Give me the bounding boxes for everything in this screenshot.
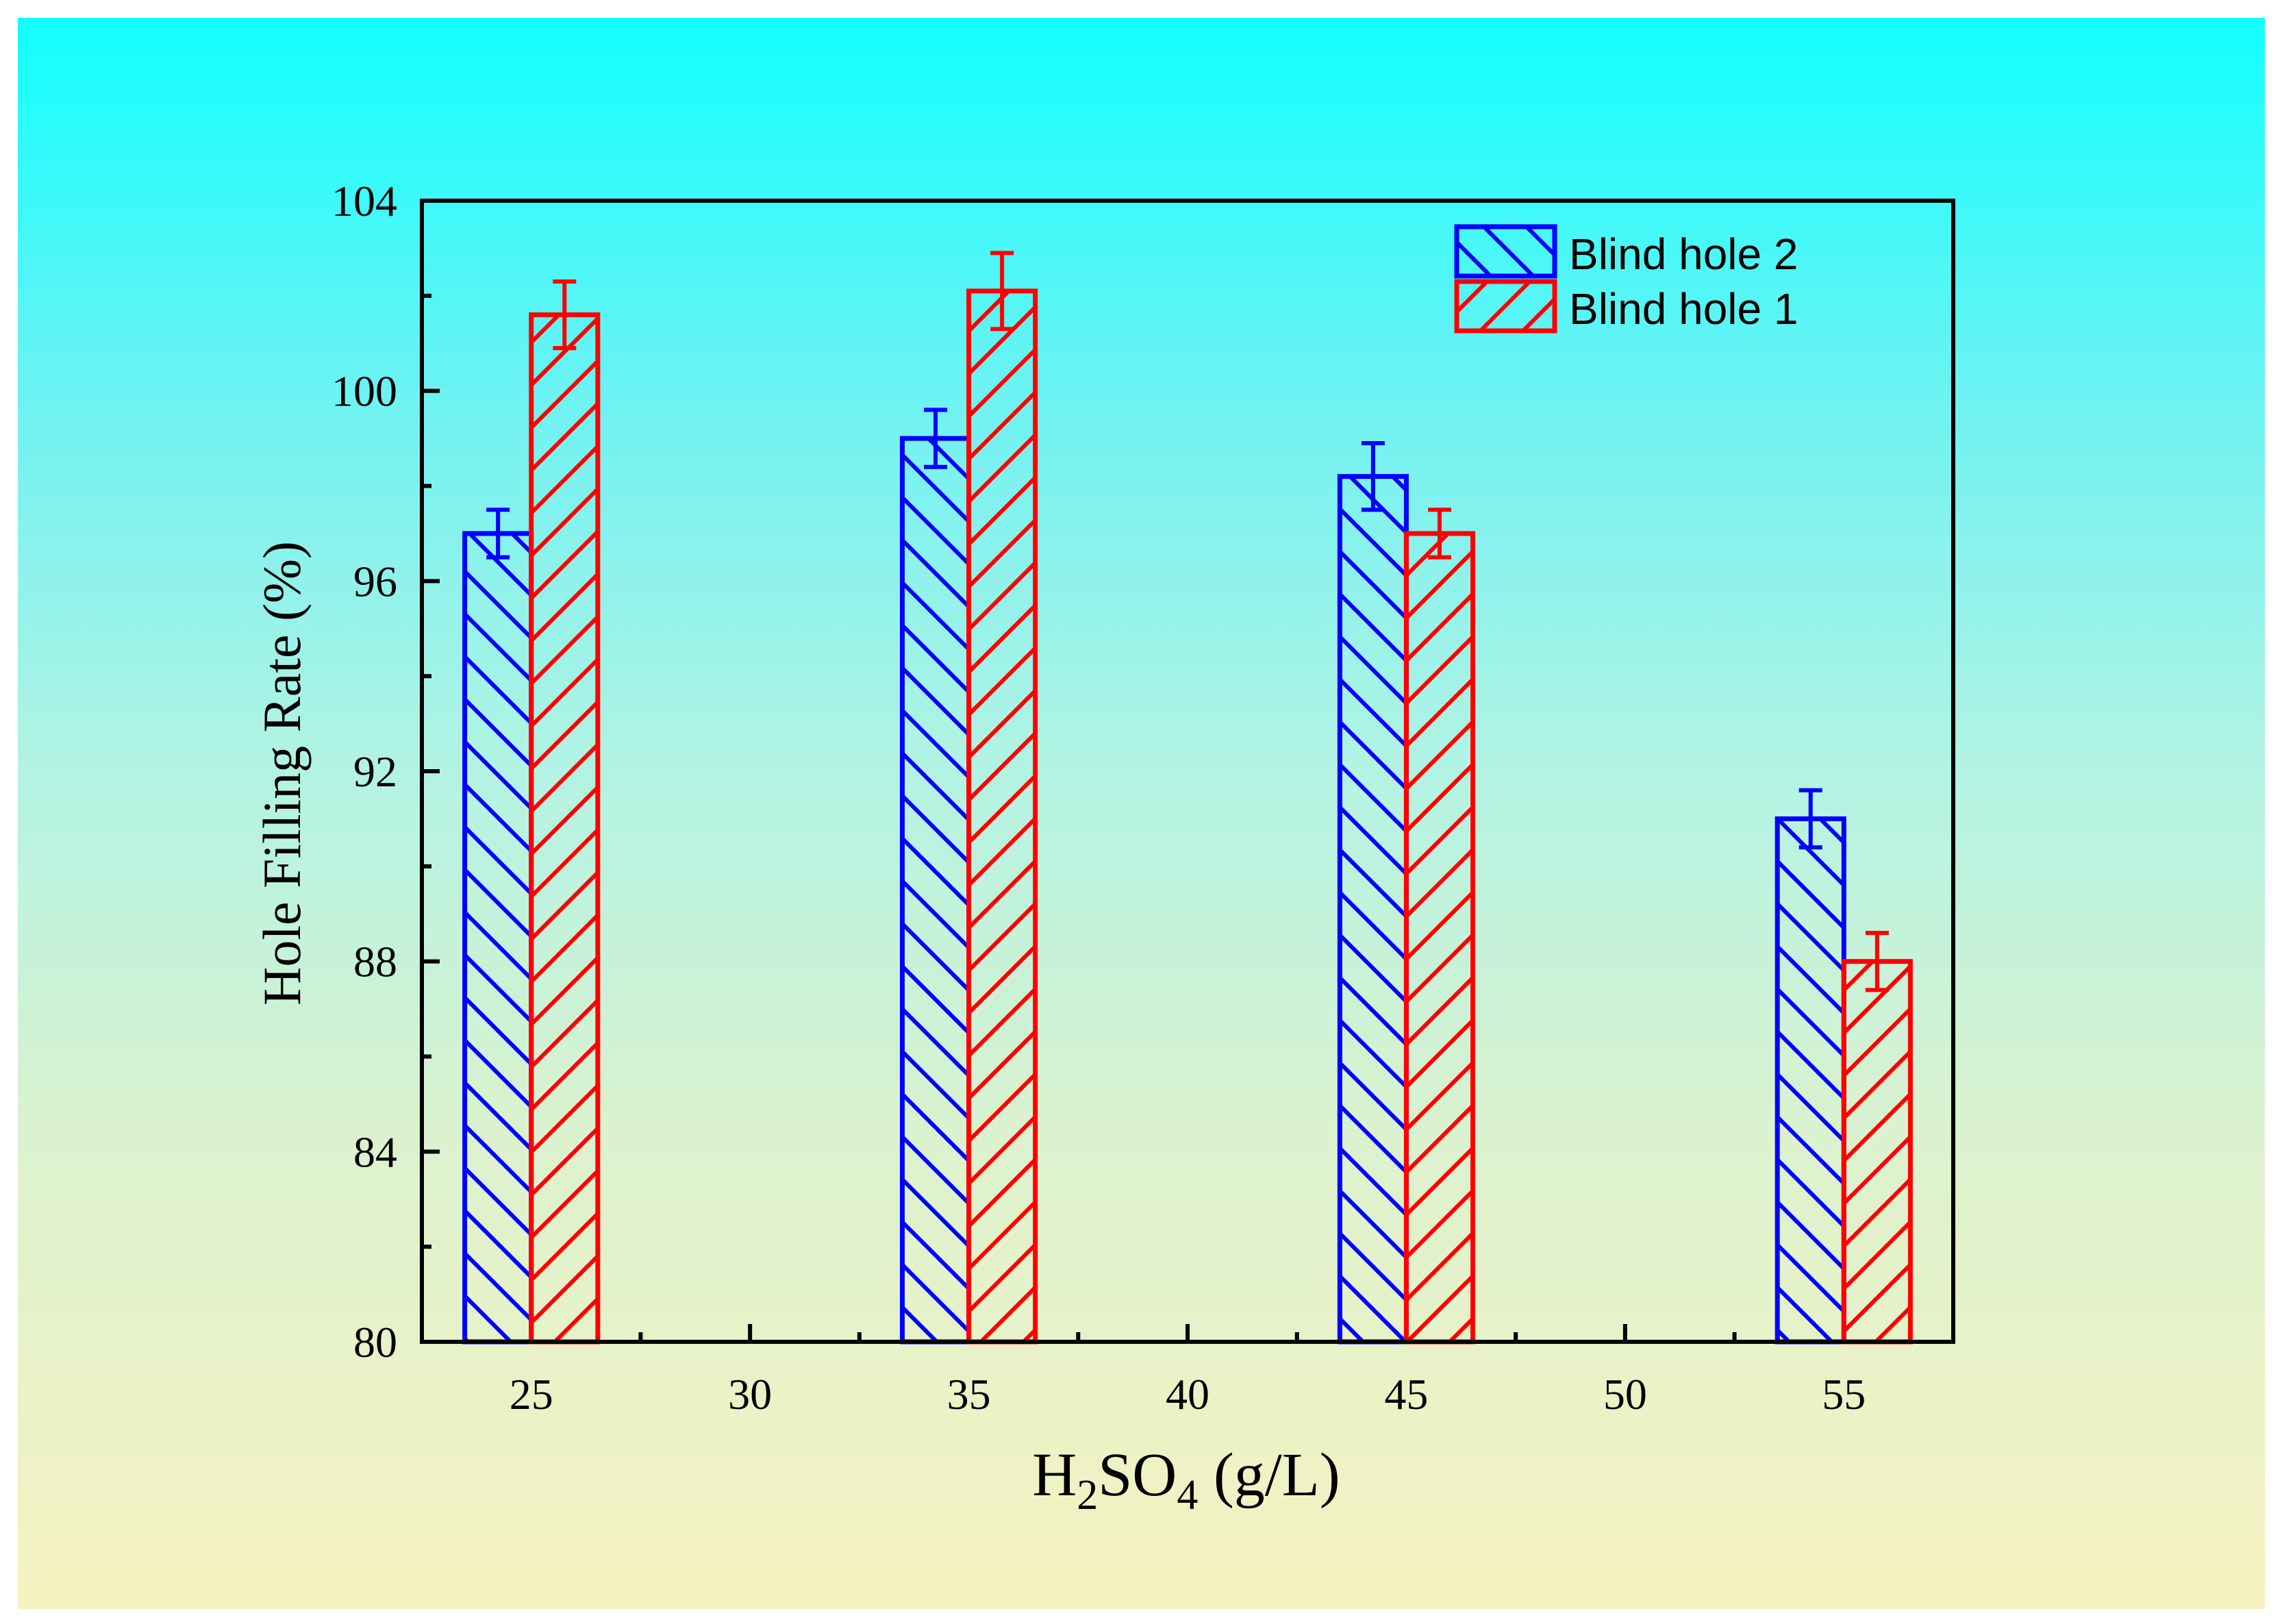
plot-frame — [420, 199, 1955, 1344]
x-tick-label: 55 — [1822, 1370, 1866, 1419]
legend-label: Blind hole 1 — [1569, 284, 1798, 334]
y-tick-label: 80 — [353, 1318, 397, 1366]
x-axis-title: H2SO4 (g/L) — [1032, 1441, 1340, 1519]
y-tick-label: 104 — [331, 177, 397, 225]
error-bar-blind-hole-2-25 — [486, 508, 510, 560]
x-tick-label: 35 — [947, 1370, 991, 1419]
x-tick-label: 45 — [1384, 1370, 1428, 1419]
x-tick-labels: 25 30 35 40 45 50 55 — [510, 1370, 1866, 1419]
bar-blind-hole-1-35 — [966, 288, 1038, 1345]
bar-blind-hole-2-25 — [462, 531, 534, 1345]
bar-blind-hole-2-45 — [1337, 474, 1409, 1345]
legend-item-blind-hole-1: Blind hole 1 — [1454, 279, 1798, 334]
legend-label: Blind hole 2 — [1569, 229, 1798, 279]
error-bar-blind-hole-2-35 — [924, 408, 948, 469]
error-bar-blind-hole-1-45 — [1427, 508, 1451, 560]
background-panel — [18, 18, 2265, 1609]
y-tick-label: 88 — [353, 938, 397, 986]
legend-swatch-blind-hole-1 — [1454, 279, 1557, 334]
error-bar-blind-hole-1-55 — [1865, 931, 1889, 992]
y-tick-labels: 80 84 88 92 96 100 104 — [331, 177, 397, 1366]
x-tick-label: 50 — [1603, 1370, 1647, 1419]
x-tick-label: 40 — [1166, 1370, 1209, 1419]
error-bars — [486, 251, 1889, 992]
bar-blind-hole-1-45 — [1403, 531, 1476, 1345]
error-bar-blind-hole-2-45 — [1361, 441, 1385, 512]
y-axis-title: Hole Filling Rate (%) — [252, 541, 312, 1005]
bar-blind-hole-1-55 — [1841, 959, 1913, 1345]
bar-blind-hole-2-55 — [1775, 816, 1846, 1345]
y-tick-label: 84 — [353, 1127, 397, 1176]
y-tick-label: 100 — [331, 367, 397, 416]
legend-swatch-blind-hole-2 — [1454, 224, 1557, 279]
bar-blind-hole-2-35 — [899, 436, 972, 1345]
legend-item-blind-hole-2: Blind hole 2 — [1454, 224, 1798, 279]
bar-blind-hole-1-25 — [529, 312, 601, 1345]
x-tick-label: 30 — [728, 1370, 772, 1419]
y-tick-label: 92 — [353, 747, 397, 796]
error-bar-blind-hole-1-35 — [990, 251, 1014, 332]
error-bar-blind-hole-1-25 — [553, 279, 577, 351]
y-tick-label: 96 — [353, 557, 397, 605]
error-bar-blind-hole-2-55 — [1798, 788, 1822, 850]
x-tick-label: 25 — [510, 1370, 553, 1419]
